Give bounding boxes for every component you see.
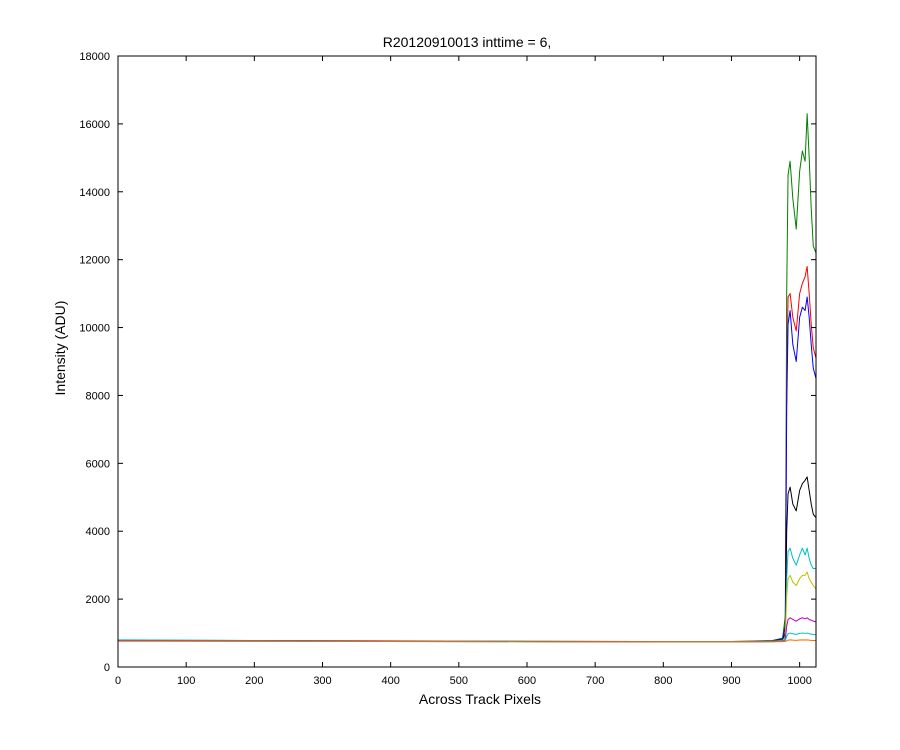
x-tick-label: 400 bbox=[381, 675, 399, 687]
y-axis-label: Intensity (ADU) bbox=[52, 301, 68, 396]
y-tick-label: 0 bbox=[104, 662, 110, 674]
x-tick-label: 700 bbox=[586, 675, 604, 687]
x-tick-label: 900 bbox=[722, 675, 740, 687]
x-axis-label: Across Track Pixels bbox=[419, 691, 541, 707]
x-tick-label: 0 bbox=[115, 675, 121, 687]
x-tick-label: 800 bbox=[654, 675, 672, 687]
series-layer bbox=[117, 113, 817, 643]
axes-layer: 0 100 200 300 400 500 600 700 800 900 100002000400… bbox=[79, 51, 816, 687]
plot-frame bbox=[117, 55, 817, 668]
y-tick-label: 12000 bbox=[79, 255, 110, 267]
x-tick-label: 100 bbox=[177, 675, 195, 687]
x-tick-label: 600 bbox=[518, 675, 536, 687]
x-tick-label: 300 bbox=[313, 675, 331, 687]
y-tick-label: 16000 bbox=[79, 119, 110, 131]
series-line-9 bbox=[117, 639, 816, 643]
y-tick-label: 14000 bbox=[79, 187, 110, 199]
x-tick-label: 200 bbox=[245, 675, 263, 687]
chart-title: R20120910013 inttime = 6, bbox=[383, 34, 552, 50]
y-tick-label: 10000 bbox=[79, 323, 110, 335]
x-tick-label: 1000 bbox=[787, 675, 811, 687]
y-tick-label: 8000 bbox=[86, 390, 110, 402]
y-tick-label: 4000 bbox=[86, 526, 110, 538]
x-tick-label: 500 bbox=[450, 675, 468, 687]
y-tick-label: 6000 bbox=[86, 458, 110, 470]
plot-area bbox=[118, 56, 816, 667]
y-tick-label: 2000 bbox=[86, 594, 110, 606]
y-tick-label: 18000 bbox=[79, 51, 110, 63]
